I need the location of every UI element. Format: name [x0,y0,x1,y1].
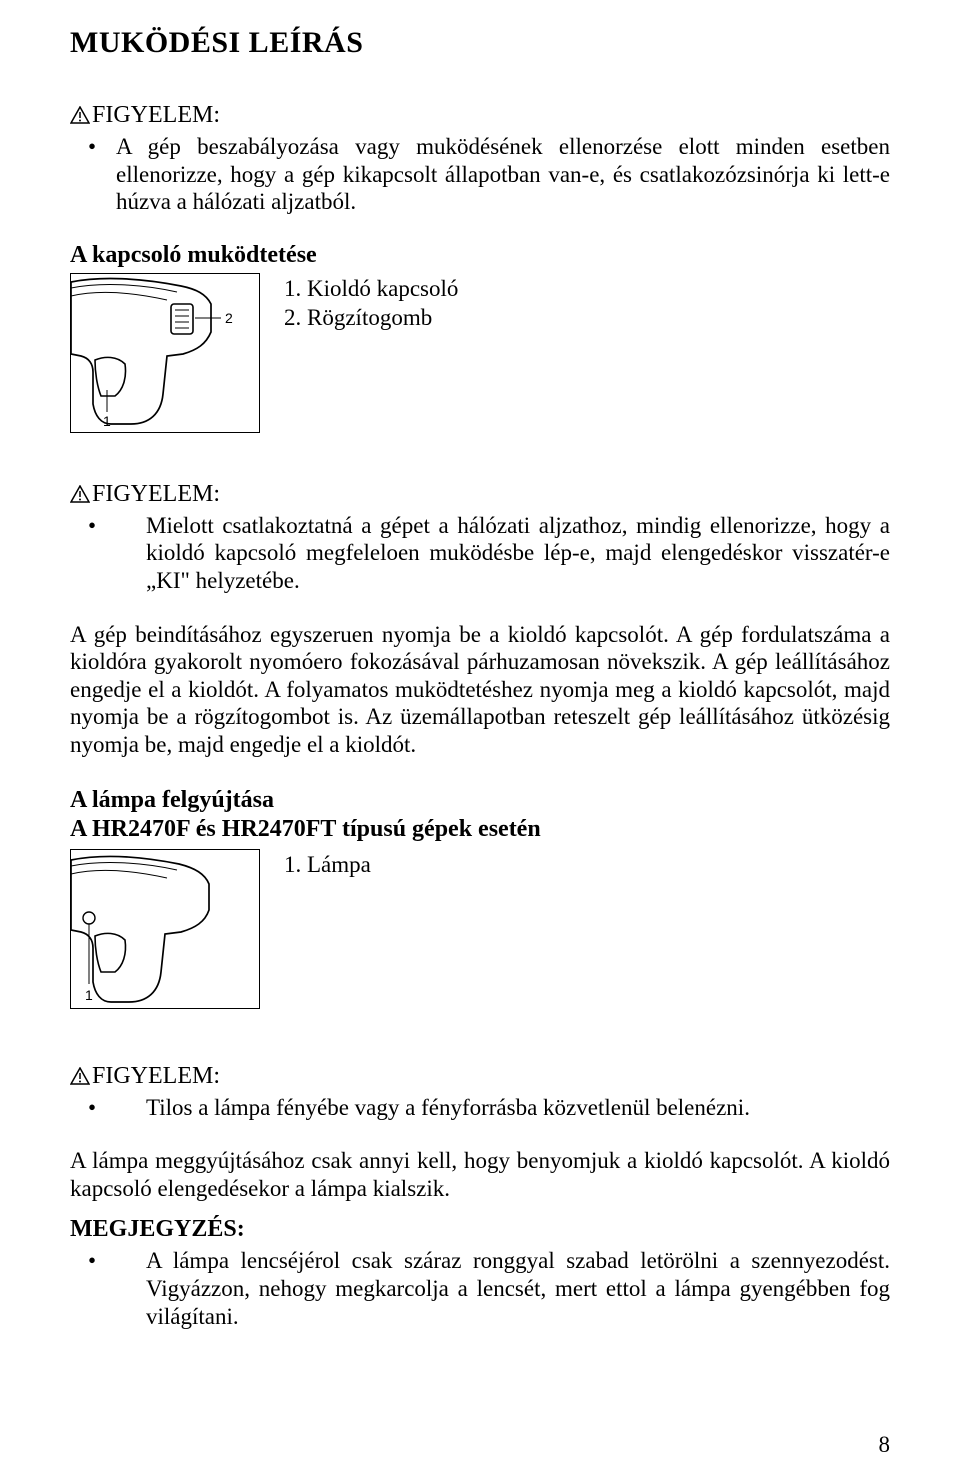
figure-legend-switch: 1. Kioldó kapcsoló 2. Rögzítogomb [284,273,458,333]
note-item: A lámpa lencséjérol csak száraz ronggyal… [116,1247,890,1330]
attention-heading-1: FIGYELEM: [70,102,890,131]
warning-list-3: Tilos a lámpa fényébe vagy a fényforrásb… [70,1094,890,1122]
attention-heading-3: FIGYELEM: [70,1063,890,1092]
figure-legend-lamp: 1. Lámpa [284,849,371,880]
svg-text:1: 1 [85,987,93,1003]
svg-text:2: 2 [225,310,233,326]
page-title: MUKÖDÉSI LEÍRÁS [70,26,890,60]
warning-item: Mielott csatlakoztatná a gépet a hálózat… [116,512,890,595]
legend-item-1: 1. Lámpa [284,851,371,880]
section-lamp-heading: A lámpa felgyújtása [70,787,890,814]
figure-row-switch: 2 1 1. Kioldó kapcsoló 2. Rögzítogomb [70,273,890,435]
page: MUKÖDÉSI LEÍRÁS FIGYELEM: A gép beszabál… [0,0,960,1482]
switch-body-text: A gép beindításához egyszeruen nyomja be… [70,621,890,759]
figure-switch: 2 1 [70,273,260,433]
figure-row-lamp: 1 1. Lámpa [70,849,890,1011]
attention-label: FIGYELEM: [92,481,220,507]
warning-item: A gép beszabályozása vagy muködésének el… [116,133,890,216]
legend-item-1: 1. Kioldó kapcsoló [284,275,458,304]
attention-label: FIGYELEM: [92,1063,220,1089]
section-switch-heading: A kapcsoló muködtetése [70,242,890,269]
attention-heading-2: FIGYELEM: [70,481,890,510]
switch-diagram-icon: 2 1 [71,274,259,432]
figure-wrap: 1 [70,849,260,1011]
note-heading: MEGJEGYZÉS: [70,1216,890,1243]
note-list: A lámpa lencséjérol csak száraz ronggyal… [70,1247,890,1330]
figure-wrap: 2 1 [70,273,260,435]
warning-list-2: Mielott csatlakoztatná a gépet a hálózat… [70,512,890,595]
warning-triangle-icon [70,1065,90,1092]
lamp-body-text: A lámpa meggyújtásához csak annyi kell, … [70,1147,890,1202]
lamp-diagram-icon: 1 [71,850,259,1008]
page-number: 8 [879,1432,891,1458]
section-lamp-subheading: A HR2470F és HR2470FT típusú gépek eseté… [70,816,890,843]
legend-item-2: 2. Rögzítogomb [284,304,458,333]
attention-label: FIGYELEM: [92,102,220,128]
figure-lamp: 1 [70,849,260,1009]
svg-text:1: 1 [103,413,111,429]
warning-triangle-icon [70,104,90,131]
warning-item: Tilos a lámpa fényébe vagy a fényforrásb… [116,1094,890,1122]
warning-triangle-icon [70,483,90,510]
warning-list-1: A gép beszabályozása vagy muködésének el… [70,133,890,216]
